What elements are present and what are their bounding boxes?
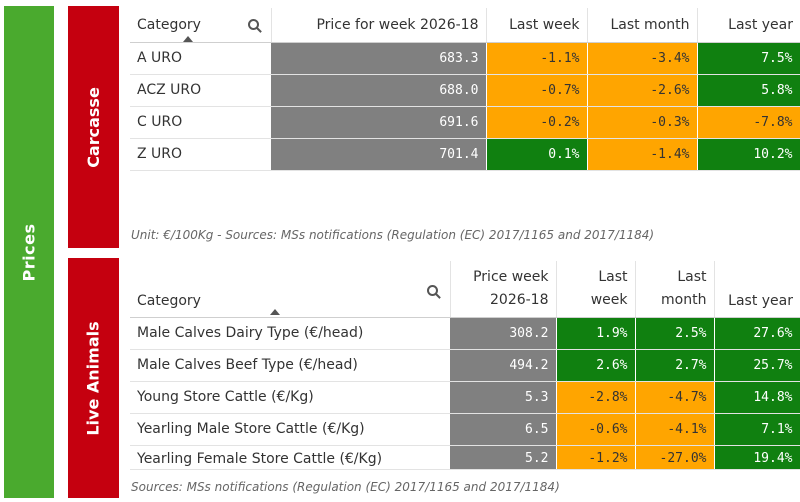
last-month-cell: 2.5% (635, 317, 715, 350)
category-cell: Male Calves Beef Type (€/head) (130, 349, 450, 382)
live-animals-table: Category Price week 2026-18 Last week La… (130, 261, 800, 470)
carcasse-last-month-header[interactable]: Last month (587, 8, 698, 43)
live-animals-label: Live Animals (84, 320, 104, 436)
last-year-cell: 19.4% (714, 445, 800, 470)
last-week-cell: -1.2% (556, 445, 636, 470)
last-month-cell: -4.1% (635, 413, 715, 446)
live-last-week-header[interactable]: Last week (556, 261, 636, 318)
last-year-cell: 7.1% (714, 413, 800, 446)
table-row[interactable]: C URO 691.6 -0.2% -0.3% -7.8% (130, 106, 800, 139)
live-animals-section-bar: Live Animals (68, 258, 119, 498)
last-year-cell: 5.8% (697, 74, 800, 107)
table-row[interactable]: Yearling Female Store Cattle (€/Kg) 5.2 … (130, 445, 800, 470)
last-month-cell: -4.7% (635, 381, 715, 414)
table-row[interactable]: Male Calves Dairy Type (€/head) 308.2 1.… (130, 317, 800, 350)
last-week-cell: -1.1% (486, 42, 588, 75)
table-row[interactable]: Young Store Cattle (€/Kg) 5.3 -2.8% -4.7… (130, 381, 800, 414)
price-cell: 691.6 (271, 106, 487, 139)
carcasse-price-header[interactable]: Price for week 2026-18 (271, 8, 487, 43)
last-month-cell: -3.4% (587, 42, 698, 75)
category-cell: Z URO (130, 138, 271, 171)
price-cell: 5.3 (450, 381, 557, 414)
last-week-cell: 0.1% (486, 138, 588, 171)
last-year-cell: 27.6% (714, 317, 800, 350)
last-week-cell: 2.6% (556, 349, 636, 382)
sort-ascending-icon (183, 36, 193, 41)
last-year-cell: -7.8% (697, 106, 800, 139)
last-year-cell: 25.7% (714, 349, 800, 382)
carcasse-table: Category Price for week 2026-18 Last wee… (130, 8, 800, 171)
last-week-cell: -2.8% (556, 381, 636, 414)
prices-section-bar: Prices (4, 6, 54, 498)
last-year-cell: 10.2% (697, 138, 800, 171)
search-icon[interactable] (247, 19, 259, 30)
price-cell: 494.2 (450, 349, 557, 382)
carcasse-last-year-header[interactable]: Last year (697, 8, 800, 43)
last-month-cell: 2.7% (635, 349, 715, 382)
last-month-cell: -1.4% (587, 138, 698, 171)
category-cell: C URO (130, 106, 271, 139)
table-row[interactable]: Male Calves Beef Type (€/head) 494.2 2.6… (130, 349, 800, 382)
last-month-cell: -0.3% (587, 106, 698, 139)
table-row[interactable]: A URO 683.3 -1.1% -3.4% 7.5% (130, 42, 800, 75)
search-icon[interactable] (426, 285, 438, 296)
table-row[interactable]: Yearling Male Store Cattle (€/Kg) 6.5 -0… (130, 413, 800, 446)
category-cell: ACZ URO (130, 74, 271, 107)
last-month-cell: -27.0% (635, 445, 715, 470)
category-cell: Yearling Female Store Cattle (€/Kg) (130, 445, 450, 470)
carcasse-last-week-header[interactable]: Last week (486, 8, 588, 43)
carcasse-source-note: Unit: €/100Kg - Sources: MSs notificatio… (131, 228, 655, 242)
live-price-header[interactable]: Price week 2026-18 (450, 261, 557, 318)
last-week-cell: -0.7% (486, 74, 588, 107)
live-category-header[interactable]: Category (130, 261, 451, 318)
category-cell: Young Store Cattle (€/Kg) (130, 381, 450, 414)
last-week-cell: -0.6% (556, 413, 636, 446)
price-cell: 701.4 (271, 138, 487, 171)
carcasse-section-bar: Carcasse (68, 6, 119, 248)
table-row[interactable]: Z URO 701.4 0.1% -1.4% 10.2% (130, 138, 800, 171)
category-cell: A URO (130, 42, 271, 75)
category-cell: Yearling Male Store Cattle (€/Kg) (130, 413, 450, 446)
table-row[interactable]: ACZ URO 688.0 -0.7% -2.6% 5.8% (130, 74, 800, 107)
live-animals-source-note: Sources: MSs notifications (Regulation (… (131, 480, 560, 494)
price-cell: 308.2 (450, 317, 557, 350)
prices-label: Prices (19, 223, 39, 281)
price-cell: 683.3 (271, 42, 487, 75)
carcasse-label: Carcasse (84, 86, 104, 168)
last-week-cell: 1.9% (556, 317, 636, 350)
price-cell: 688.0 (271, 74, 487, 107)
last-week-cell: -0.2% (486, 106, 588, 139)
last-month-cell: -2.6% (587, 74, 698, 107)
live-last-year-header[interactable]: Last year (714, 261, 800, 318)
last-year-cell: 7.5% (697, 42, 800, 75)
price-cell: 5.2 (450, 445, 557, 470)
category-cell: Male Calves Dairy Type (€/head) (130, 317, 450, 350)
live-last-month-header[interactable]: Last month (635, 261, 715, 318)
price-cell: 6.5 (450, 413, 557, 446)
carcasse-category-header[interactable]: Category (130, 8, 272, 43)
sort-ascending-icon (270, 309, 280, 315)
last-year-cell: 14.8% (714, 381, 800, 414)
